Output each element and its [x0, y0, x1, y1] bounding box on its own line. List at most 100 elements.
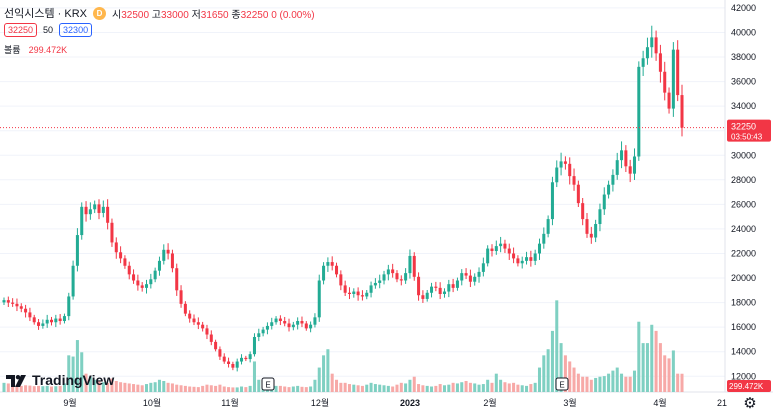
- candle-body: [32, 317, 36, 323]
- candle-body: [408, 255, 412, 274]
- candle-body: [391, 269, 395, 274]
- volume-bar: [335, 379, 339, 392]
- candle-body: [477, 271, 481, 277]
- volume-bar: [218, 384, 222, 392]
- volume-bar: [11, 384, 15, 392]
- candle-body: [421, 295, 425, 299]
- time-tick-label: 10월: [143, 397, 161, 408]
- candle-body: [114, 242, 118, 253]
- volume-bar: [49, 386, 54, 392]
- price-tick-label: 28000: [731, 175, 756, 185]
- volume-bar: [2, 382, 6, 392]
- volume-bar: [296, 385, 300, 392]
- candle-body: [218, 349, 222, 357]
- high-label: 고: [151, 9, 161, 21]
- price-axis[interactable]: 4200040000380003600034000320003000028000…: [731, 3, 756, 381]
- volume-bar: [507, 383, 511, 392]
- candle-body: [6, 300, 10, 303]
- candle-body: [265, 325, 269, 330]
- volume-bar: [503, 382, 507, 392]
- candle-body: [473, 276, 477, 282]
- volume-bar: [663, 355, 667, 392]
- candle-body: [451, 284, 455, 288]
- candle-body: [339, 274, 343, 286]
- volume-bar: [589, 379, 593, 392]
- volume-bar: [67, 355, 71, 392]
- sell-button[interactable]: 32250: [4, 23, 38, 37]
- candle-body: [287, 323, 291, 328]
- candle-body: [296, 321, 300, 325]
- candle-body: [503, 243, 507, 249]
- volume-bar: [581, 376, 585, 392]
- candle-body: [15, 303, 19, 307]
- earnings-marker[interactable]: E: [555, 377, 569, 391]
- high-value: 33000: [161, 9, 189, 21]
- volume-bar: [157, 379, 161, 392]
- candle-body: [309, 324, 313, 329]
- candle-body: [201, 324, 205, 329]
- open-label: 시: [112, 9, 122, 21]
- earnings-marker[interactable]: E: [261, 377, 275, 391]
- price-tick-label: 24000: [731, 224, 756, 234]
- volume-bar: [676, 373, 680, 392]
- candle-body: [542, 233, 546, 244]
- volume-bar: [365, 384, 369, 392]
- volume-bar: [442, 385, 446, 392]
- candle-body: [88, 209, 92, 215]
- volume-bar: [127, 383, 131, 392]
- candle-body: [192, 318, 196, 323]
- time-tick-label: 21: [717, 398, 727, 408]
- candle-body: [447, 284, 451, 292]
- candle-body: [455, 280, 459, 288]
- candle-body: [49, 319, 54, 323]
- volume-bar: [179, 385, 183, 392]
- volume-bar: [93, 379, 97, 392]
- candle-body: [550, 182, 554, 220]
- symbol-name[interactable]: 선익시스템 · KRX: [4, 8, 87, 20]
- candle-body: [611, 174, 615, 185]
- volume-bar: [641, 343, 645, 392]
- candle-body: [196, 322, 200, 325]
- volume-bar: [360, 385, 364, 392]
- settings-gear-icon[interactable]: ⚙: [743, 395, 757, 412]
- volume-bar: [412, 376, 416, 392]
- volume-bar: [45, 385, 49, 392]
- volume-bar: [132, 384, 136, 392]
- volume-bar: [563, 355, 567, 392]
- volume-bar: [373, 384, 377, 392]
- candle-body: [214, 341, 218, 350]
- volume-bar: [317, 367, 321, 392]
- volume-bar: [628, 376, 632, 392]
- candle-body: [58, 318, 62, 322]
- quantity-field[interactable]: 50: [43, 25, 54, 35]
- volume-bar: [490, 382, 494, 392]
- candle-body: [106, 206, 110, 223]
- volume-bar: [464, 381, 468, 392]
- candle-body: [67, 296, 71, 317]
- tradingview-logo[interactable]: TradingView: [6, 372, 114, 388]
- price-tick-label: 38000: [731, 52, 756, 62]
- candle-body: [417, 276, 421, 296]
- price-tick-label: 14000: [731, 347, 756, 357]
- volume-bar: [421, 385, 425, 392]
- candle-body: [507, 248, 511, 254]
- price-tick-label: 20000: [731, 273, 756, 283]
- time-axis[interactable]: 9월 10월 11월 12월 2023 2월 3월 4월 21: [63, 397, 727, 408]
- candle-body: [585, 219, 589, 234]
- volume-bar: [136, 384, 140, 392]
- volume-bar: [477, 384, 481, 392]
- volume-bar: [183, 385, 187, 392]
- volume-bar: [481, 384, 485, 392]
- tradingview-text: TradingView: [32, 372, 115, 388]
- volume-bar: [494, 373, 498, 392]
- volume-bar: [28, 385, 32, 392]
- volume-bar: [106, 382, 110, 392]
- volume-bar: [347, 384, 351, 392]
- candle-body: [464, 273, 468, 276]
- volume-bar: [529, 384, 533, 392]
- buy-button[interactable]: 32300: [59, 23, 93, 37]
- candle-body: [533, 253, 537, 261]
- candle-body: [373, 282, 377, 286]
- candle-body: [278, 318, 282, 322]
